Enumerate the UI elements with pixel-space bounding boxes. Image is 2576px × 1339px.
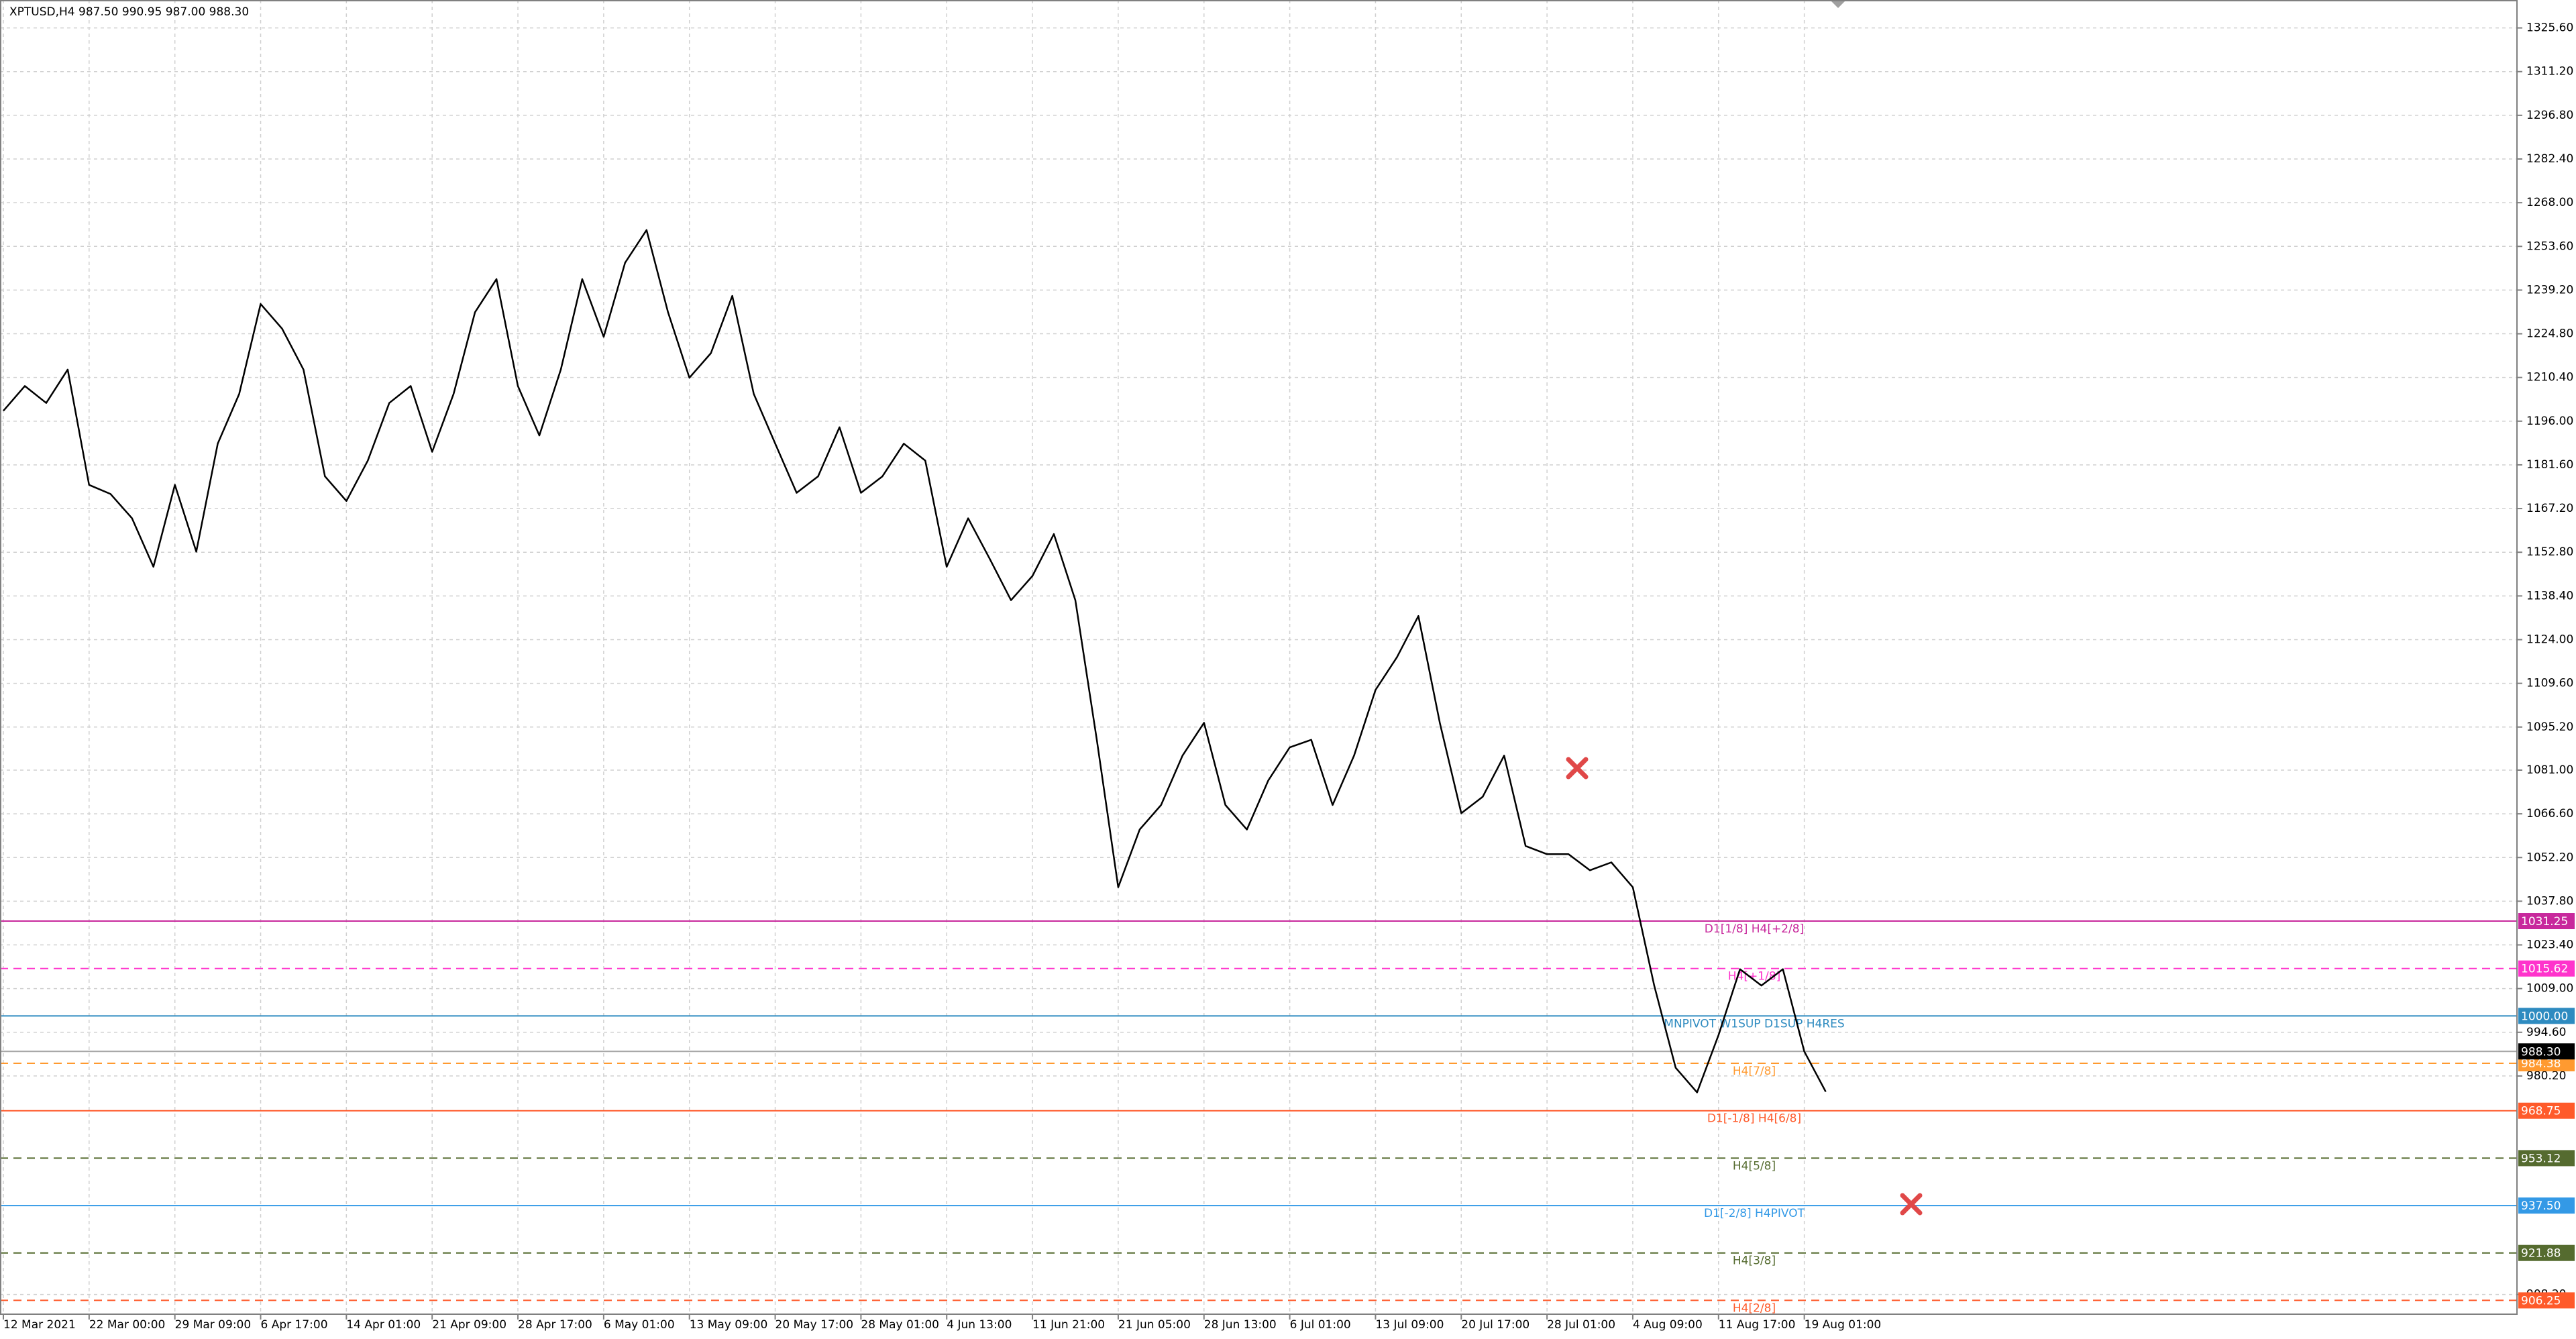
- y-tick-label: 1268.00: [2526, 196, 2573, 209]
- x-tick-label: 20 Jul 17:00: [1461, 1318, 1529, 1332]
- chart-title: XPTUSD,H4 987.50 990.95 987.00 988.30: [9, 5, 249, 19]
- level-box: [2518, 1150, 2575, 1167]
- x-tick-label: 28 Apr 17:00: [518, 1318, 592, 1332]
- series-layer: [3, 229, 1827, 1093]
- x-tick-label: 28 Jun 13:00: [1204, 1318, 1277, 1332]
- level-label: D1[-1/8] H4[6/8]: [1707, 1112, 1801, 1126]
- y-tick-label: 1009.00: [2526, 982, 2573, 996]
- level-box: [2518, 1102, 2575, 1119]
- x-tick-label: 14 Apr 01:00: [346, 1318, 421, 1332]
- cross-marker: [1566, 757, 1589, 780]
- y-tick-label: 1239.20: [2526, 283, 2573, 297]
- y-tick-label: 1253.60: [2526, 239, 2573, 253]
- y-tick-label: 1037.80: [2526, 894, 2573, 908]
- x-tick-label: 29 Mar 09:00: [175, 1318, 252, 1332]
- y-tick-label: 1224.80: [2526, 327, 2573, 341]
- x-tick-label: 6 May 01:00: [604, 1318, 675, 1332]
- y-tick-label: 1325.60: [2526, 21, 2573, 35]
- shift-marker: [1831, 1, 1845, 8]
- level-label: H4[+1/8]: [1728, 970, 1780, 983]
- level-layer: D1[1/8] H4[+2/8] H4[+1/8] MNPIVOT W1SUP D1…: [0, 920, 2517, 1315]
- level-box: [2518, 913, 2575, 930]
- x-tick-label: 12 Mar 2021: [3, 1318, 76, 1332]
- x-tick-label: 4 Jun 13:00: [947, 1318, 1012, 1332]
- level-price: 937.50: [2521, 1199, 2561, 1213]
- x-tick-label: 6 Apr 17:00: [261, 1318, 328, 1332]
- plot-frame: [0, 0, 2518, 1315]
- y-tick-label: 1210.40: [2526, 371, 2573, 384]
- y-tick-label: 1181.60: [2526, 458, 2573, 472]
- y-tick-label: 994.60: [2526, 1026, 2566, 1039]
- x-tick-label: 4 Aug 09:00: [1633, 1318, 1703, 1332]
- price-line: [3, 229, 1827, 1093]
- grid-layer: [0, 0, 2517, 1314]
- y-tick-label: 1296.80: [2526, 109, 2573, 122]
- x-tick-label: 20 May 17:00: [775, 1318, 854, 1332]
- x-tick-label: 28 May 01:00: [861, 1318, 939, 1332]
- level-label: D1[-2/8] H4PIVOT: [1704, 1207, 1805, 1220]
- level-box: [2518, 960, 2575, 977]
- level-price: 1031.25: [2521, 915, 2568, 928]
- bid-price: 988.30: [2521, 1045, 2561, 1059]
- level-price: 1000.00: [2521, 1010, 2568, 1023]
- level-label: H4[2/8]: [1733, 1301, 1776, 1315]
- y-tick-label: 1152.80: [2526, 545, 2573, 559]
- x-tick-label: 11 Aug 17:00: [1719, 1318, 1796, 1332]
- level-label: D1[1/8] H4[+2/8]: [1705, 922, 1804, 936]
- level-box: [2518, 1244, 2575, 1261]
- y-tick-label: 1066.60: [2526, 807, 2573, 820]
- level-box: [2518, 1008, 2575, 1024]
- x-tick-label: 13 Jul 09:00: [1375, 1318, 1444, 1332]
- level-price: 984.38: [2521, 1057, 2561, 1071]
- y-tick-label: 1109.60: [2526, 677, 2573, 690]
- level-label: H4[5/8]: [1733, 1159, 1776, 1173]
- x-tick-label: 28 Jul 01:00: [1547, 1318, 1615, 1332]
- y-tick-label: 1138.40: [2526, 589, 2573, 602]
- level-label: MNPIVOT W1SUP D1SUP H4RES: [1664, 1017, 1844, 1030]
- x-tick-label: 11 Jun 21:00: [1032, 1318, 1105, 1332]
- y-tick-label: 1095.20: [2526, 720, 2573, 734]
- level-box: [2518, 1292, 2575, 1309]
- level-label: H4[7/8]: [1733, 1065, 1776, 1078]
- y-tick-label: 1081.00: [2526, 763, 2573, 777]
- y-tick-label: 1052.20: [2526, 851, 2573, 864]
- y-tick-label: 1124.00: [2526, 633, 2573, 646]
- y-tick-label: 1311.20: [2526, 65, 2573, 78]
- x-tick-label: 13 May 09:00: [690, 1318, 768, 1332]
- level-price: 953.12: [2521, 1152, 2561, 1165]
- x-tick-label: 21 Apr 09:00: [432, 1318, 506, 1332]
- x-tick-label: 21 Jun 05:00: [1118, 1318, 1191, 1332]
- level-box: [2518, 1197, 2575, 1214]
- y-tick-label: 1196.00: [2526, 415, 2573, 428]
- y-tick-label: 980.20: [2526, 1069, 2566, 1083]
- bid-box: [2518, 1043, 2575, 1060]
- y-tick-label: 1023.40: [2526, 939, 2573, 952]
- level-label: H4[3/8]: [1733, 1254, 1776, 1268]
- level-price: 906.25: [2521, 1294, 2561, 1307]
- x-tick-label: 6 Jul 01:00: [1290, 1318, 1351, 1332]
- y-tick-label: 1167.20: [2526, 502, 2573, 515]
- level-price: 1015.62: [2521, 963, 2568, 976]
- cross-marker: [1900, 1193, 1923, 1216]
- x-tick-label: 22 Mar 00:00: [89, 1318, 166, 1332]
- y-tick-label: 1282.40: [2526, 152, 2573, 166]
- level-price: 921.88: [2521, 1247, 2561, 1261]
- level-price: 968.75: [2521, 1105, 2561, 1118]
- x-tick-label: 19 Aug 01:00: [1805, 1318, 1882, 1332]
